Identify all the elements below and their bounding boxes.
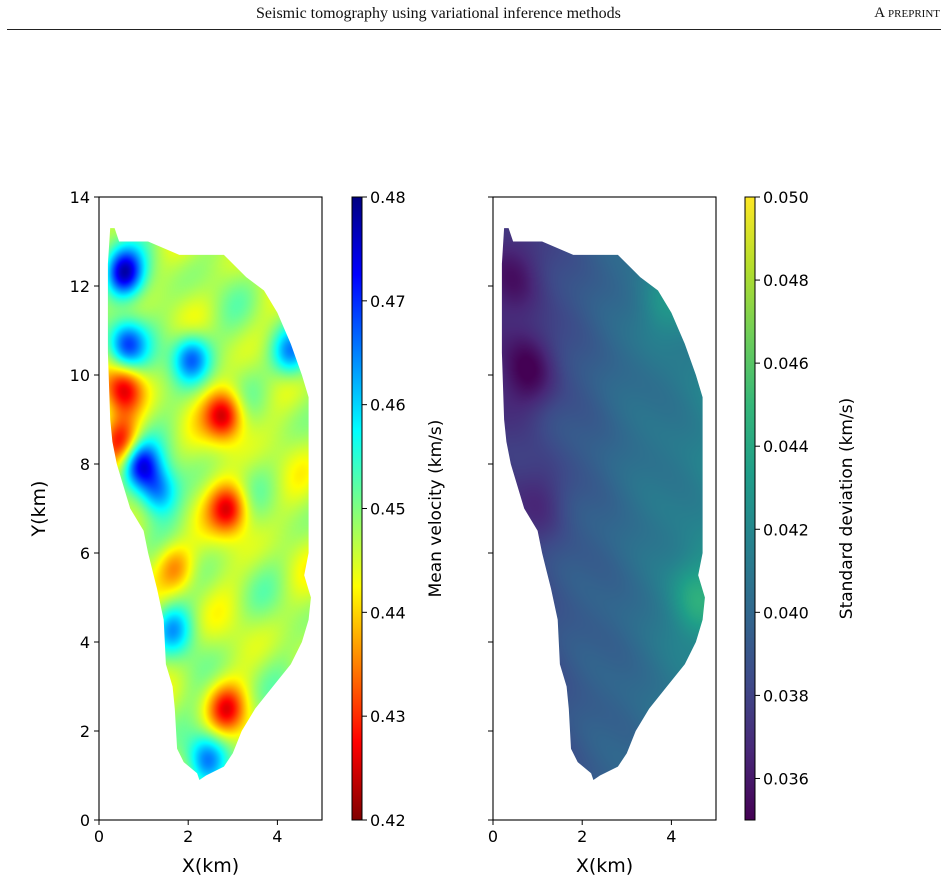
x-tick-label: 4 [666,827,676,846]
heatmap-right [501,228,705,781]
y-tick-label: 0 [80,811,90,830]
colorbar-tick-label: 0.48 [370,188,406,207]
colorbar-tick-label: 0.036 [763,769,809,788]
colorbar-bar [351,196,363,821]
y-tick-label: 4 [80,633,90,652]
colorbar-bar [744,196,756,821]
colorbar-label: Mean velocity (km/s) [426,420,446,598]
x-tick-label: 2 [183,827,193,846]
colorbar-tick-label: 0.050 [763,188,809,207]
x-axis-label: X(km) [576,855,633,877]
y-axis-label: Y(km) [28,481,50,538]
colorbar-tick-label: 0.044 [763,437,809,456]
x-tick-label: 2 [577,827,587,846]
preprint-tag: A preprint [874,5,940,21]
x-tick-label: 4 [272,827,282,846]
colorbar-tick-label: 0.046 [763,354,809,373]
axes-frame-right [492,196,717,821]
colorbar-tick-label: 0.048 [763,271,809,290]
colorbar-tick-label: 0.42 [370,811,406,830]
panel-left: 0 2 4 0 2 4 6 8 10 12 14 X(km) Y(km) 0.42 0.43 0.44 0.45… [28,188,446,877]
y-tick-label: 8 [80,455,90,474]
colorbar-tick-label: 0.040 [763,603,809,622]
running-title: Seismic tomography using variational inf… [256,5,621,22]
x-tick-label: 0 [488,827,498,846]
y-tick-label: 10 [70,366,90,385]
colorbar-tick-label: 0.43 [370,707,406,726]
y-tick-label: 2 [80,722,90,741]
colorbar-tick-label: 0.47 [370,292,406,311]
x-tick-label: 0 [94,827,104,846]
colorbar-right: 0.036 0.038 0.040 0.042 0.044 0.046 0.048 0.050… [744,188,857,821]
colorbar-label: Standard deviation (km/s) [837,398,857,619]
page-header: Seismic tomography using variational inf… [0,0,948,40]
panel-right: 0 2 4X(km)0.0360.0380.0400.0420.0440.0460.… [488,188,857,877]
colorbar-left: 0.42 0.43 0.44 0.45 0.46 0.47 0.48 Mean velocit… [351,188,446,830]
x-axis-label: X(km) [182,855,239,877]
header-rule [7,29,941,30]
colorbar-tick-label: 0.042 [763,520,809,539]
colorbar-tick-label: 0.45 [370,500,406,519]
y-tick-label: 12 [70,277,90,296]
y-tick-label: 6 [80,544,90,563]
y-tick-label: 14 [70,188,90,207]
axes-frame-left [98,196,323,821]
colorbar-tick-label: 0.038 [763,686,809,705]
colorbar-tick-label: 0.44 [370,603,406,622]
colorbar-tick-label: 0.46 [370,396,406,415]
heatmap-left [107,228,311,781]
